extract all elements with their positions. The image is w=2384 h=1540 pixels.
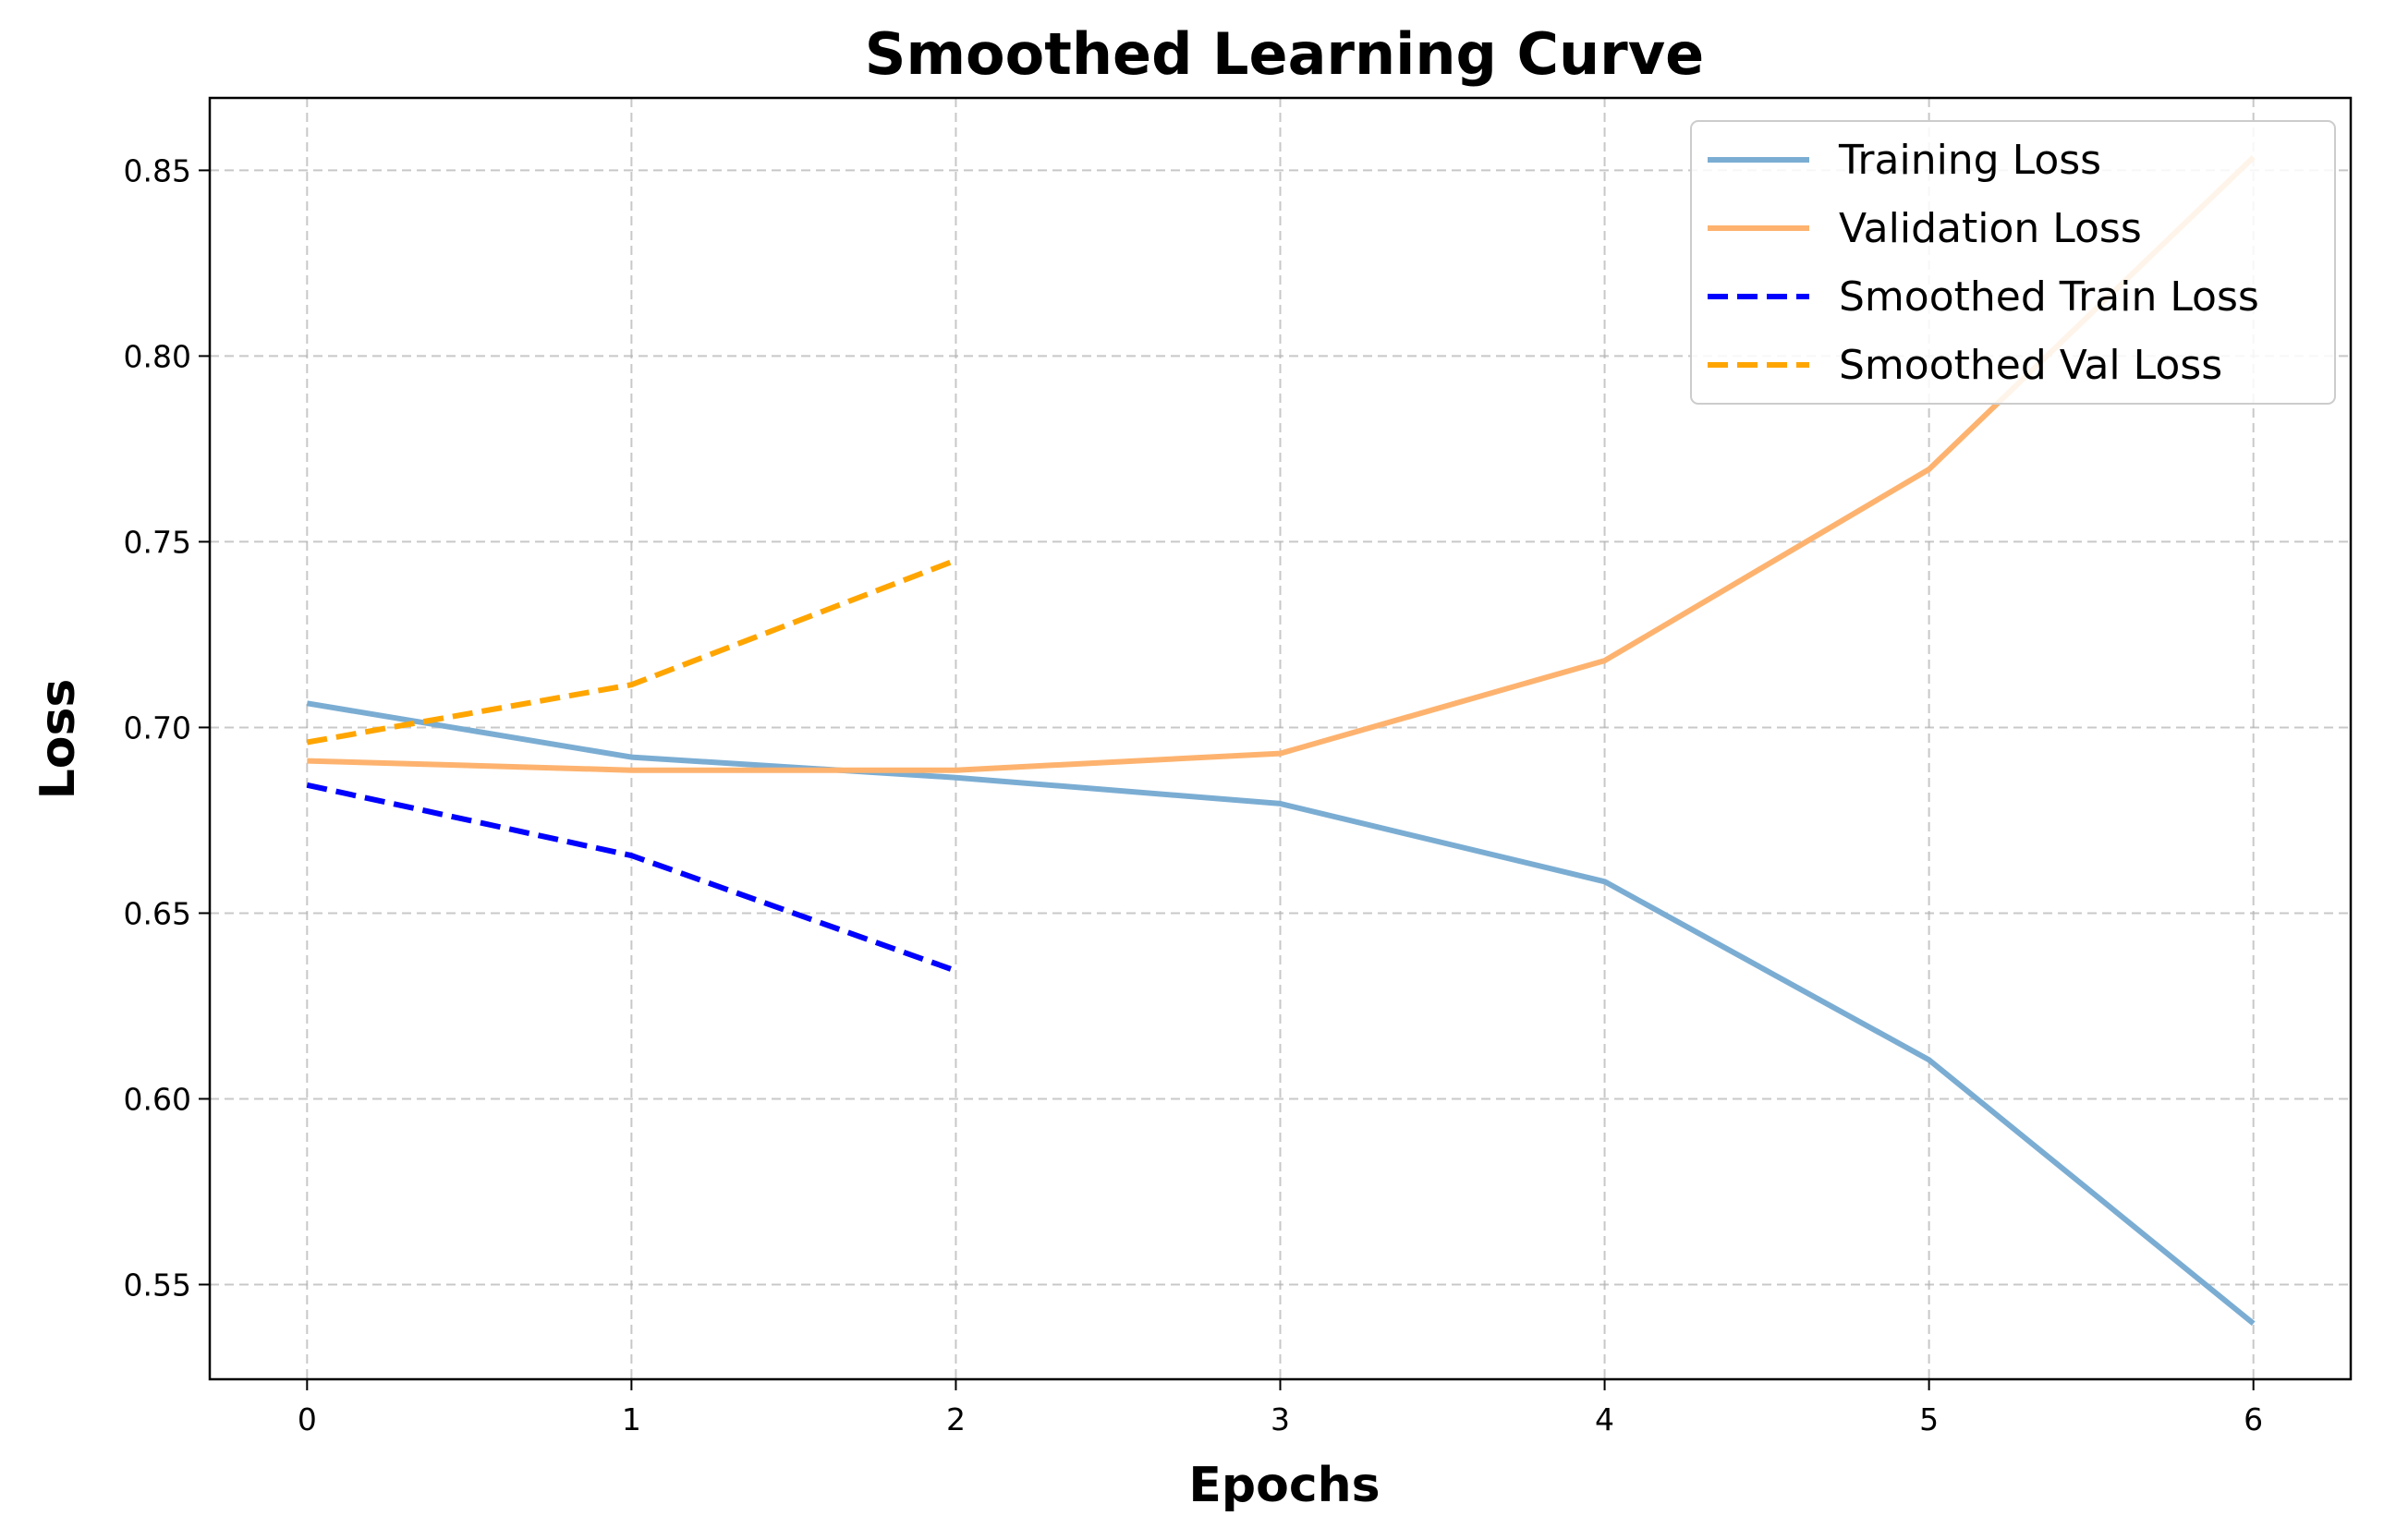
y-tick-label: 0.70 xyxy=(124,709,191,746)
chart-title: Smoothed Learning Curve xyxy=(865,20,1704,88)
x-axis-title: Epochs xyxy=(1188,1458,1380,1513)
x-tick-label: 2 xyxy=(946,1401,966,1437)
y-tick-label: 0.75 xyxy=(124,524,191,560)
x-tick-label: 0 xyxy=(298,1401,317,1437)
y-tick-label: 0.55 xyxy=(124,1267,191,1303)
x-tick-label: 3 xyxy=(1271,1401,1290,1437)
legend: Training Loss Validation Loss Smoothed Tra… xyxy=(1690,120,2336,405)
y-tick-label: 0.80 xyxy=(124,338,191,374)
x-tick-label: 4 xyxy=(1595,1401,1614,1437)
legend-label: Smoothed Val Loss xyxy=(1839,342,2222,389)
series-line-1 xyxy=(306,700,2256,1327)
y-tick-label: 0.65 xyxy=(124,895,191,931)
x-axis-ticks: 0 1 2 3 4 5 6 xyxy=(298,1379,2263,1437)
x-tick-label: 5 xyxy=(1919,1401,1939,1437)
x-tick-label: 6 xyxy=(2244,1401,2263,1437)
legend-label: Validation Loss xyxy=(1839,205,2142,252)
series-line-4 xyxy=(306,557,957,746)
grid-lines xyxy=(210,98,2351,1379)
legend-label: Smoothed Train Loss xyxy=(1839,273,2259,321)
series-line-3 xyxy=(306,782,957,974)
legend-label: Training Loss xyxy=(1838,137,2101,184)
x-tick-label: 1 xyxy=(622,1401,641,1437)
y-axis-title: Loss xyxy=(30,679,86,800)
y-tick-label: 0.85 xyxy=(124,152,191,188)
legend-box xyxy=(1690,120,2336,405)
y-tick-label: 0.60 xyxy=(124,1081,191,1117)
series-line-2 xyxy=(307,155,2256,773)
y-axis-ticks: 0.55 0.60 0.65 0.70 0.75 0.80 0.85 xyxy=(124,152,210,1303)
series-lines xyxy=(306,155,2256,1327)
